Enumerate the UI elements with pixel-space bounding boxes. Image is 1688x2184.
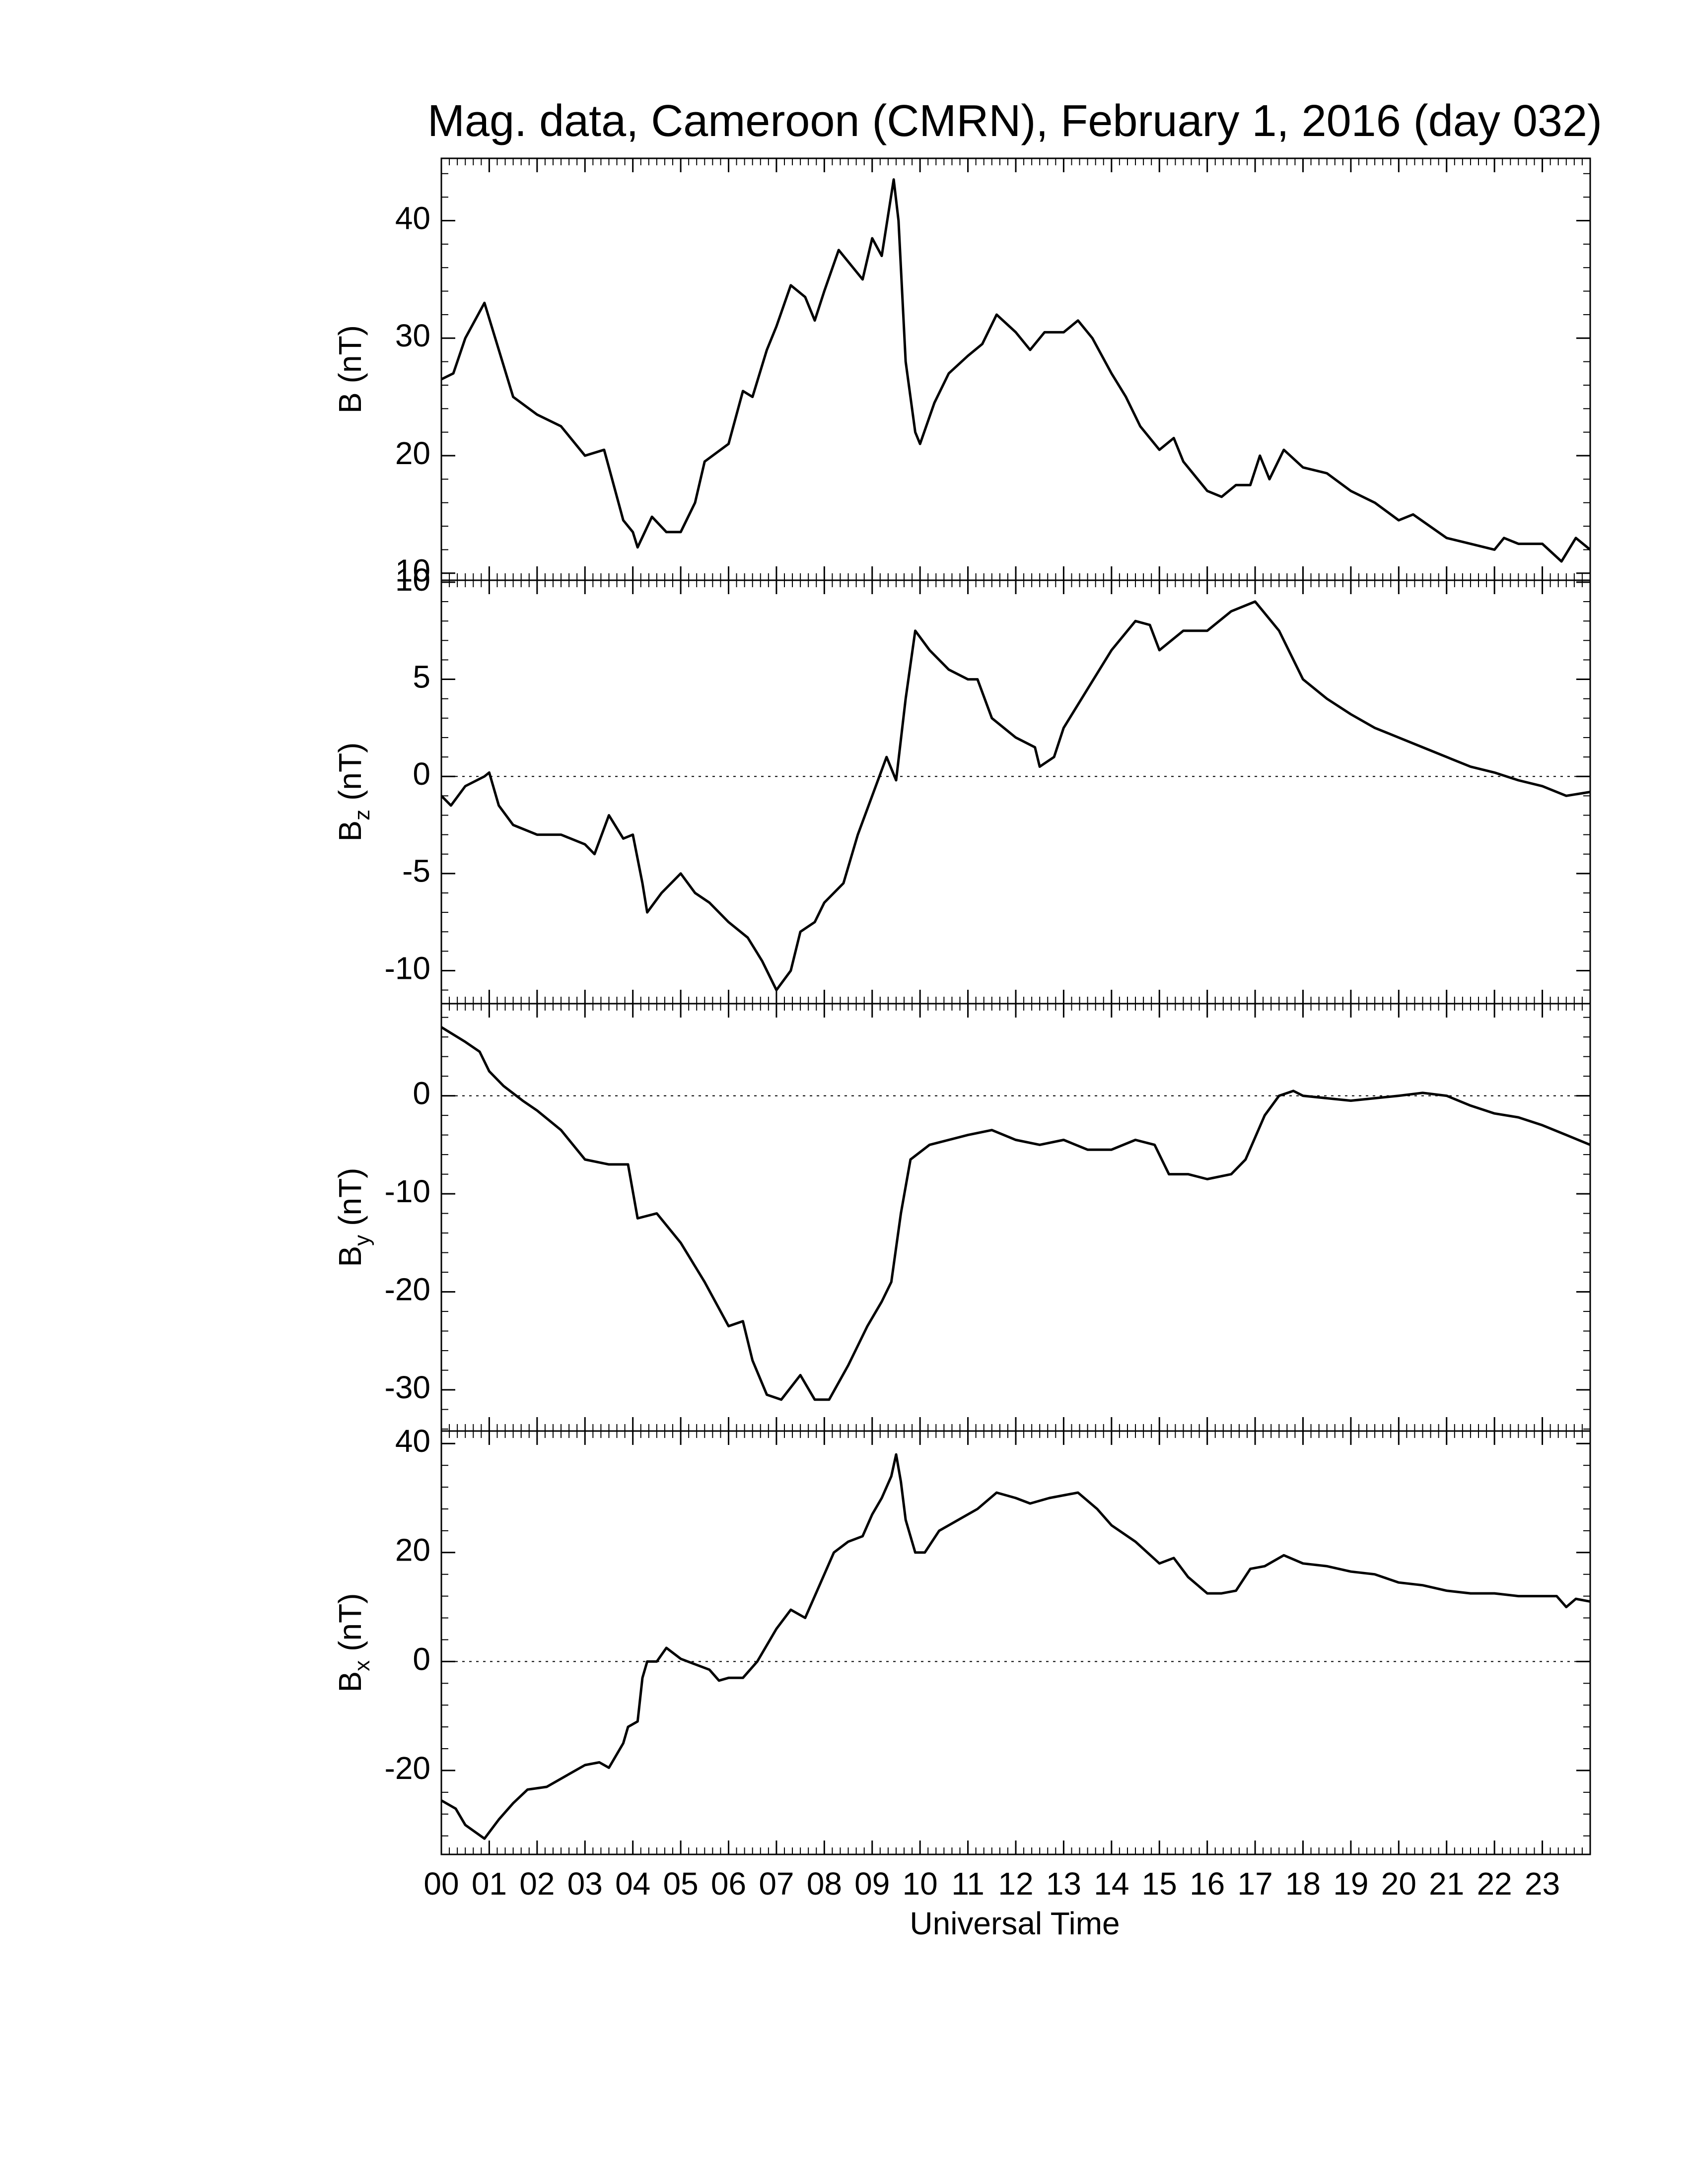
x-tick-label: 16 [1190, 1866, 1225, 1902]
plot-frame [440, 1430, 1591, 1855]
x-tick-label: 20 [1381, 1866, 1416, 1902]
x-tick-label: 02 [519, 1866, 555, 1902]
x-tick-label: 00 [423, 1866, 459, 1902]
y-axis-label: B (nT) [332, 325, 368, 413]
x-tick-label: 22 [1477, 1866, 1512, 1902]
y-label-sub: z [350, 810, 374, 820]
data-line [440, 600, 1591, 992]
y-tick-label: 20 [395, 1532, 430, 1568]
y-tick-label: 30 [395, 318, 430, 353]
y-tick-label: 20 [395, 435, 430, 471]
x-tick-label: 23 [1525, 1866, 1560, 1902]
x-tick-label: 14 [1094, 1866, 1129, 1902]
y-label-sub: y [350, 1235, 374, 1246]
y-tick-label: 0 [413, 756, 430, 792]
data-line [440, 178, 1591, 563]
x-tick-label: 01 [472, 1866, 507, 1902]
y-tick-label: 10 [395, 553, 430, 589]
x-tick-label: 06 [711, 1866, 746, 1902]
y-axis-label: Bz (nT) [332, 743, 374, 842]
data-line [440, 1026, 1591, 1401]
x-tick-label: 15 [1142, 1866, 1177, 1902]
y-tick-label: -10 [385, 1173, 431, 1209]
plot-frame [440, 579, 1591, 1005]
y-axis-label: By (nT) [332, 1168, 374, 1267]
x-tick-label: 18 [1285, 1866, 1321, 1902]
y-tick-label: 10 [395, 562, 430, 598]
x-tick-label: 10 [903, 1866, 938, 1902]
y-axis-label: Bx (nT) [332, 1593, 374, 1693]
y-tick-label: -5 [402, 853, 430, 889]
plot-frame [440, 1003, 1591, 1432]
y-tick-label: 0 [413, 1076, 430, 1111]
y-label-main: B [332, 820, 368, 842]
data-line [440, 1453, 1591, 1840]
y-tick-label: -20 [385, 1750, 431, 1786]
y-tick-label: -10 [385, 950, 431, 986]
y-tick-label: -20 [385, 1271, 431, 1307]
x-tick-label: 09 [854, 1866, 890, 1902]
x-tick-label: 08 [807, 1866, 842, 1902]
y-tick-label: 0 [413, 1641, 430, 1677]
x-tick-label: 05 [663, 1866, 698, 1902]
y-label-unit: (nT) [332, 743, 368, 801]
y-tick-label: -30 [385, 1369, 431, 1405]
y-label-unit: (nT) [332, 1168, 368, 1226]
y-label-main: B [332, 392, 368, 413]
y-label-unit: (nT) [332, 325, 368, 383]
y-label-main: B [332, 1671, 368, 1693]
x-tick-label: 07 [759, 1866, 794, 1902]
y-tick-label: 5 [413, 659, 430, 694]
y-tick-label: 40 [395, 200, 430, 236]
x-tick-label: 12 [998, 1866, 1033, 1902]
y-label-unit: (nT) [332, 1593, 368, 1651]
y-tick-label: 40 [395, 1423, 430, 1459]
x-tick-label: 19 [1333, 1866, 1368, 1902]
x-axis-label: Universal Time [910, 1906, 1120, 1941]
x-tick-label: 04 [615, 1866, 650, 1902]
x-tick-label: 21 [1429, 1866, 1464, 1902]
x-tick-label: 13 [1046, 1866, 1081, 1902]
y-label-main: B [332, 1246, 368, 1267]
y-label-sub: x [350, 1660, 374, 1671]
chart-title: Mag. data, Cameroon (CMRN), February 1, … [427, 96, 1602, 146]
x-tick-label: 11 [951, 1866, 984, 1902]
x-tick-label: 17 [1237, 1866, 1272, 1902]
x-tick-label: 03 [567, 1866, 603, 1902]
